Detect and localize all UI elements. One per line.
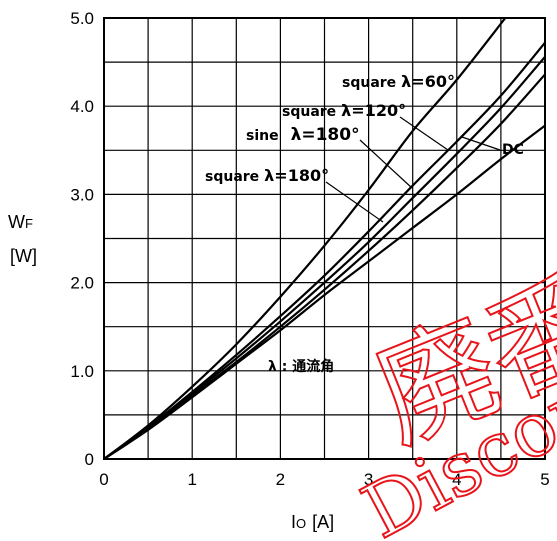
label-square-180-word: square (205, 169, 259, 185)
grid (104, 18, 545, 459)
y-tick-label: 2.0 (70, 274, 94, 293)
label-square-180-lambda: λ=180° (264, 166, 329, 185)
label-note: λ : 通流角 (268, 358, 334, 375)
label-sine-180-word: sine (246, 128, 279, 144)
y-tick-label: 1.0 (70, 362, 94, 381)
x-axis-label: IO [A] (291, 512, 334, 532)
y-tick-label: 3.0 (70, 185, 94, 204)
x-tick-labels: 0 1 2 3 4 5 (99, 470, 549, 489)
y-axis-label: WF (8, 212, 33, 232)
label-square-120-word: square (282, 104, 336, 120)
series-line-3 (103, 73, 546, 460)
y-tick-labels: 0 1.0 2.0 3.0 4.0 5.0 (70, 9, 94, 469)
y-axis-label-main: W (8, 212, 25, 232)
y-tick-label: 0 (85, 450, 94, 469)
label-dc: DC (502, 142, 524, 158)
series-lines (103, 17, 546, 460)
x-axis-label-sub: O (296, 516, 306, 531)
leader-lines (325, 116, 501, 223)
y-axis-unit: [W] (10, 246, 37, 266)
series-line-1 (103, 41, 546, 460)
y-tick-label: 5.0 (70, 9, 94, 28)
plot-frame (103, 17, 546, 460)
leader-sine (359, 139, 413, 189)
series-line-4 (103, 124, 546, 460)
x-tick-label: 1 (187, 470, 196, 489)
leader-dc (461, 136, 501, 151)
label-square-60: square λ=60° (342, 72, 455, 91)
label-square-120: square λ=120° (282, 101, 406, 120)
label-sine-180-lambda: λ=180° (291, 125, 360, 145)
y-tick-label: 4.0 (70, 97, 94, 116)
leader-sq180 (325, 181, 384, 223)
label-square-60-lambda: λ=60° (401, 72, 455, 91)
leader-sq120 (399, 116, 449, 151)
x-tick-label: 2 (276, 470, 285, 489)
watermark: 廃番 Discon (348, 250, 557, 541)
x-axis-label-main: I (291, 512, 296, 532)
x-tick-label: 4 (452, 470, 461, 489)
series-line-2 (103, 56, 546, 460)
x-axis-label-unit: [A] (312, 512, 334, 532)
label-sine-180: sine λ=180° (246, 125, 360, 145)
x-tick-label: 5 (540, 470, 549, 489)
x-tick-label: 3 (364, 470, 373, 489)
label-square-180: square λ=180° (205, 166, 329, 185)
y-axis-label-sub: F (25, 216, 33, 231)
label-square-60-word: square (342, 75, 396, 91)
label-square-120-lambda: λ=120° (341, 101, 406, 120)
series-line-0 (103, 17, 507, 460)
x-tick-label: 0 (99, 470, 108, 489)
